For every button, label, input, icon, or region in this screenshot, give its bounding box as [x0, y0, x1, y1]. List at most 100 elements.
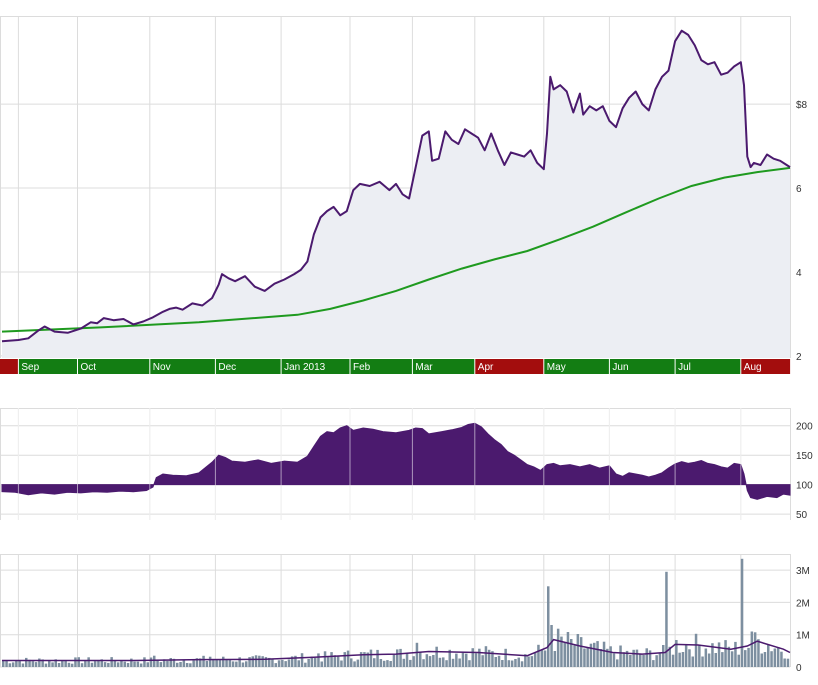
volume-bar	[139, 663, 143, 667]
month-label: Feb	[353, 362, 371, 373]
volume-bar	[556, 628, 560, 667]
volume-bar	[409, 659, 412, 667]
indicator-month-lines	[17, 408, 742, 520]
volume-bar	[570, 639, 573, 667]
volume-bar	[80, 663, 84, 667]
volume-bar	[162, 659, 166, 667]
volume-bar	[616, 659, 619, 667]
volume-bar	[510, 660, 514, 667]
volume-bar	[405, 653, 409, 667]
volume-bar	[51, 662, 54, 667]
month-cell	[0, 359, 19, 374]
volume-bar	[330, 652, 333, 667]
y-tick-label: 50	[796, 510, 808, 521]
volume-bar	[507, 660, 511, 667]
volume-bar	[353, 661, 356, 667]
volume-bar	[730, 651, 734, 667]
month-label: Nov	[153, 362, 171, 373]
volume-bar	[215, 659, 218, 667]
volume-bar	[103, 662, 107, 667]
volume-bar	[465, 653, 468, 667]
volume-bar	[169, 658, 172, 667]
volume-bar	[133, 661, 136, 667]
volume-bar	[113, 660, 117, 667]
volume-bar	[376, 649, 379, 667]
volume-bar	[274, 663, 277, 667]
volume-bar	[740, 558, 744, 667]
volume-bar	[665, 571, 668, 667]
volume-bar	[448, 649, 451, 667]
volume-bar	[11, 662, 15, 667]
volume-bar	[514, 659, 517, 667]
volume-bar	[15, 660, 18, 667]
volume-bar	[589, 643, 593, 667]
volume-bar	[783, 658, 786, 667]
month-cell	[77, 359, 150, 374]
month-cell	[675, 359, 741, 374]
month-label: Jun	[612, 362, 628, 373]
volume-bar	[64, 660, 67, 667]
volume-bar	[694, 633, 698, 667]
volume-bar	[340, 660, 343, 667]
volume-bar	[681, 652, 685, 667]
volume-bar	[602, 641, 606, 667]
y-tick-label: 6	[796, 184, 802, 195]
volume-bar	[231, 661, 235, 667]
volume-bar	[625, 650, 629, 667]
volume-bar	[31, 661, 35, 667]
month-band: Sep Oct Nov Dec Jan 2013 Feb Mar Apr May Jun Jul Au…	[0, 359, 791, 374]
volume-bar	[658, 653, 662, 667]
volume-bar	[310, 656, 314, 667]
volume-bar	[205, 661, 209, 667]
volume-bar	[218, 660, 222, 667]
volume-bar	[166, 660, 169, 667]
volume-bar	[520, 661, 524, 667]
volume-bar	[750, 631, 754, 667]
volume-bar	[606, 648, 609, 667]
price-line	[1, 29, 791, 343]
volume-bar	[44, 663, 48, 667]
month-cell	[18, 359, 78, 374]
volume-bar	[415, 642, 419, 667]
volume-bar	[399, 648, 402, 667]
volume-bar	[442, 657, 445, 667]
volume-bar	[346, 650, 350, 667]
y-tick-label: 200	[796, 422, 813, 433]
volume-bar	[579, 637, 583, 667]
y-tick-label: 3M	[796, 566, 810, 577]
volume-bar	[271, 658, 274, 667]
volume-bar	[497, 655, 501, 667]
month-cell	[474, 359, 544, 374]
volume-bar	[251, 656, 254, 667]
volume-bar	[313, 657, 317, 667]
volume-bar	[583, 648, 586, 667]
volume-bar	[484, 646, 488, 667]
volume-bar	[336, 656, 340, 667]
volume-bar	[635, 649, 639, 667]
volume-bar	[753, 632, 757, 667]
volume-bar	[662, 645, 665, 667]
volume-bar	[153, 655, 156, 667]
month-cell	[543, 359, 610, 374]
volume-bar	[619, 645, 622, 667]
volume-bar	[553, 651, 557, 667]
volume-bar	[212, 660, 215, 667]
volume-bar	[176, 662, 179, 667]
volume-bar	[757, 639, 760, 667]
volume-bar	[422, 659, 425, 667]
volume-bar	[458, 658, 461, 667]
volume-bar	[478, 648, 481, 667]
volume-bar	[238, 657, 241, 667]
volume-bar	[130, 658, 133, 667]
volume-bar	[18, 660, 21, 667]
month-cell	[350, 359, 413, 374]
y-tick-label: 2	[796, 352, 802, 363]
volume-bar	[369, 649, 373, 667]
volume-bar	[245, 661, 248, 667]
volume-bar	[609, 646, 612, 667]
volume-bar	[566, 632, 570, 667]
volume-bar	[481, 655, 484, 667]
volume-bar	[517, 657, 520, 667]
volume-bar	[563, 642, 566, 667]
